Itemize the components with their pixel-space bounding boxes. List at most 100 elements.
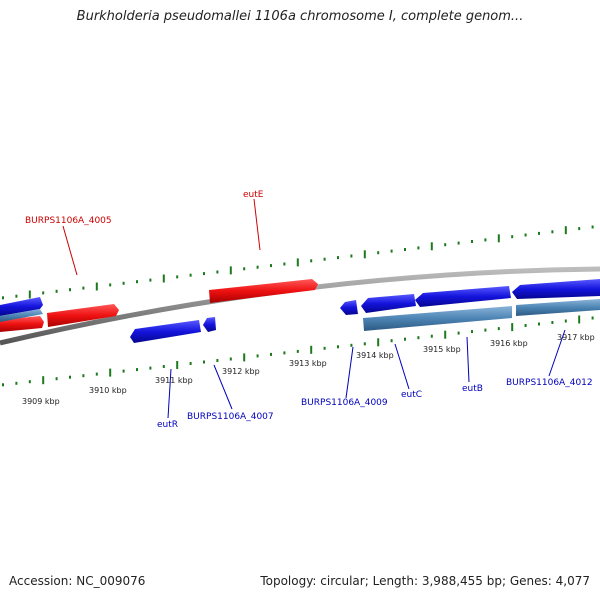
major-tick xyxy=(28,290,31,299)
gene-label[interactable]: eutE xyxy=(243,190,264,200)
major-tick xyxy=(162,274,165,283)
major-tick xyxy=(564,226,567,235)
minor-tick xyxy=(350,343,353,347)
gene-label[interactable]: BURPS1106A_4009 xyxy=(301,398,388,408)
minor-tick xyxy=(564,319,567,323)
minor-tick xyxy=(471,240,473,243)
gene-label[interactable]: BURPS1106A_4005 xyxy=(25,216,112,226)
minor-tick xyxy=(591,225,594,229)
gene-BURPS1106A_4005[interactable] xyxy=(47,304,119,327)
minor-tick xyxy=(524,233,527,237)
reverse-tick-marks xyxy=(2,315,594,387)
major-tick xyxy=(95,282,98,291)
gene-label[interactable]: BURPS1106A_4007 xyxy=(187,412,274,422)
gene-BURPS1106A_4009[interactable] xyxy=(361,294,416,313)
minor-tick xyxy=(189,362,192,365)
gene-eutE[interactable] xyxy=(209,279,318,303)
minor-tick xyxy=(350,254,353,258)
minor-tick xyxy=(578,227,581,231)
major-tick xyxy=(229,266,232,275)
kbp-label: 3916 kbp xyxy=(490,339,528,348)
minor-tick xyxy=(363,342,366,346)
minor-tick xyxy=(417,246,420,250)
chromosome-backbone xyxy=(0,266,600,346)
kbp-label: 3915 kbp xyxy=(423,345,461,354)
minor-tick xyxy=(95,372,98,376)
kbp-label: 3910 kbp xyxy=(89,386,127,395)
leader-line xyxy=(167,368,172,419)
leader-line xyxy=(394,343,410,390)
minor-tick xyxy=(471,330,473,334)
minor-tick xyxy=(337,345,339,349)
kbp-label: 3914 kbp xyxy=(356,351,394,360)
minor-tick xyxy=(149,366,152,370)
minor-tick xyxy=(497,327,500,331)
minor-tick xyxy=(404,337,406,341)
minor-tick xyxy=(404,248,406,251)
minor-tick xyxy=(15,381,18,385)
minor-tick xyxy=(390,339,393,343)
minor-tick xyxy=(430,334,433,338)
minor-tick xyxy=(109,283,112,287)
minor-tick xyxy=(484,328,487,332)
minor-tick xyxy=(270,264,272,268)
minor-tick xyxy=(15,294,18,298)
minor-tick xyxy=(82,286,85,290)
minor-tick xyxy=(69,288,71,292)
kbp-label: 3917 kbp xyxy=(557,333,595,342)
kbp-label: 3912 kbp xyxy=(222,367,260,376)
major-tick xyxy=(363,250,366,259)
gene-eutB[interactable] xyxy=(512,279,600,299)
minor-tick xyxy=(538,231,540,235)
minor-tick xyxy=(524,324,527,327)
length-value: 3,988,455 bp xyxy=(421,574,502,588)
gene-label[interactable]: eutR xyxy=(157,420,178,430)
major-tick xyxy=(296,258,299,267)
minor-tick xyxy=(283,351,286,355)
gene-BURPS1106A_4005[interactable] xyxy=(0,316,44,332)
kbp-label: 3911 kbp xyxy=(155,376,193,385)
gene-label[interactable]: eutB xyxy=(462,384,483,394)
gene-eutR[interactable] xyxy=(203,317,216,332)
gene-BURPS1106A_4009[interactable] xyxy=(340,300,358,315)
minor-tick xyxy=(256,265,259,269)
gene-label[interactable]: eutC xyxy=(401,390,422,400)
genome-stats: Topology: circular; Length: 3,988,455 bp… xyxy=(260,574,590,588)
minor-tick xyxy=(136,280,138,284)
gene-BURPS1106A_4007[interactable] xyxy=(130,320,201,343)
minor-tick xyxy=(2,383,4,387)
gene-label[interactable]: BURPS1106A_4012 xyxy=(506,378,593,388)
minor-tick xyxy=(323,257,326,261)
minor-tick xyxy=(457,241,460,245)
minor-tick xyxy=(162,365,165,368)
minor-tick xyxy=(122,281,125,285)
map-title: Burkholderia pseudomallei 1106a chromoso… xyxy=(76,9,524,24)
gene-left-steel[interactable] xyxy=(0,309,43,322)
major-tick xyxy=(444,330,447,339)
gene-steel-2[interactable] xyxy=(516,299,600,316)
minor-tick xyxy=(69,375,71,379)
major-tick xyxy=(377,338,380,347)
gene-eutC[interactable] xyxy=(415,286,511,307)
minor-tick xyxy=(296,349,299,353)
leader-line xyxy=(466,336,470,383)
minor-tick xyxy=(551,230,554,234)
minor-tick xyxy=(323,346,326,350)
minor-tick xyxy=(511,235,514,239)
minor-tick xyxy=(176,275,179,279)
minor-tick xyxy=(591,316,594,320)
minor-tick xyxy=(216,270,219,274)
minor-tick xyxy=(377,251,380,255)
gene-left-blue[interactable] xyxy=(0,297,43,316)
minor-tick xyxy=(337,256,339,260)
major-tick xyxy=(578,315,581,324)
minor-tick xyxy=(283,262,286,266)
topology-label: Topology: xyxy=(260,574,317,588)
kbp-label: 3909 kbp xyxy=(22,397,60,406)
minor-tick xyxy=(444,243,447,247)
minor-tick xyxy=(82,374,85,378)
genes-value: 4,077 xyxy=(555,574,590,588)
minor-tick xyxy=(136,368,138,372)
gene-steel-1[interactable] xyxy=(363,306,512,331)
